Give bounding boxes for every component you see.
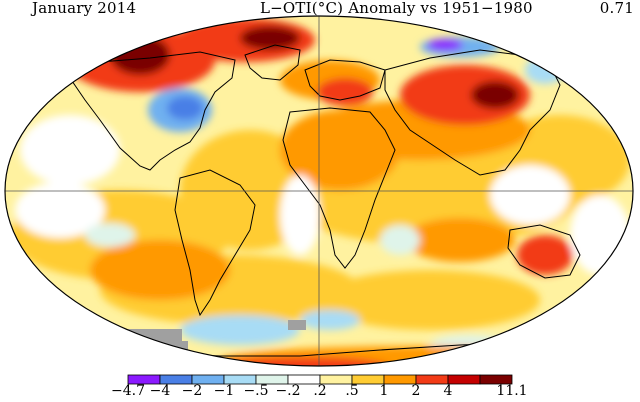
map-frame	[4, 15, 634, 367]
legend-tick-label: −.2	[275, 383, 301, 399]
global-mean-value: 0.71	[599, 0, 634, 17]
legend-tick-label: .5	[345, 383, 359, 399]
legend-tick-label: −2	[181, 383, 203, 399]
legend-tick-label: 4	[443, 383, 453, 399]
legend-tick-label: −1	[213, 383, 235, 399]
legend-swatch	[479, 374, 513, 385]
map-main-title: L−OTI(°C) Anomaly vs 1951−1980	[260, 0, 533, 17]
legend-tick-label: −4	[149, 383, 171, 399]
legend-tick-label: 11.1	[496, 383, 528, 399]
legend-tick-label: 2	[411, 383, 421, 399]
legend-tick-label: −.5	[243, 383, 269, 399]
legend-tick-label: −4.7	[111, 383, 145, 399]
map-date-title: January 2014	[32, 0, 137, 17]
legend-tick-label: .2	[313, 383, 327, 399]
legend-swatch	[447, 374, 481, 385]
legend-tick-label: 1	[379, 383, 389, 399]
